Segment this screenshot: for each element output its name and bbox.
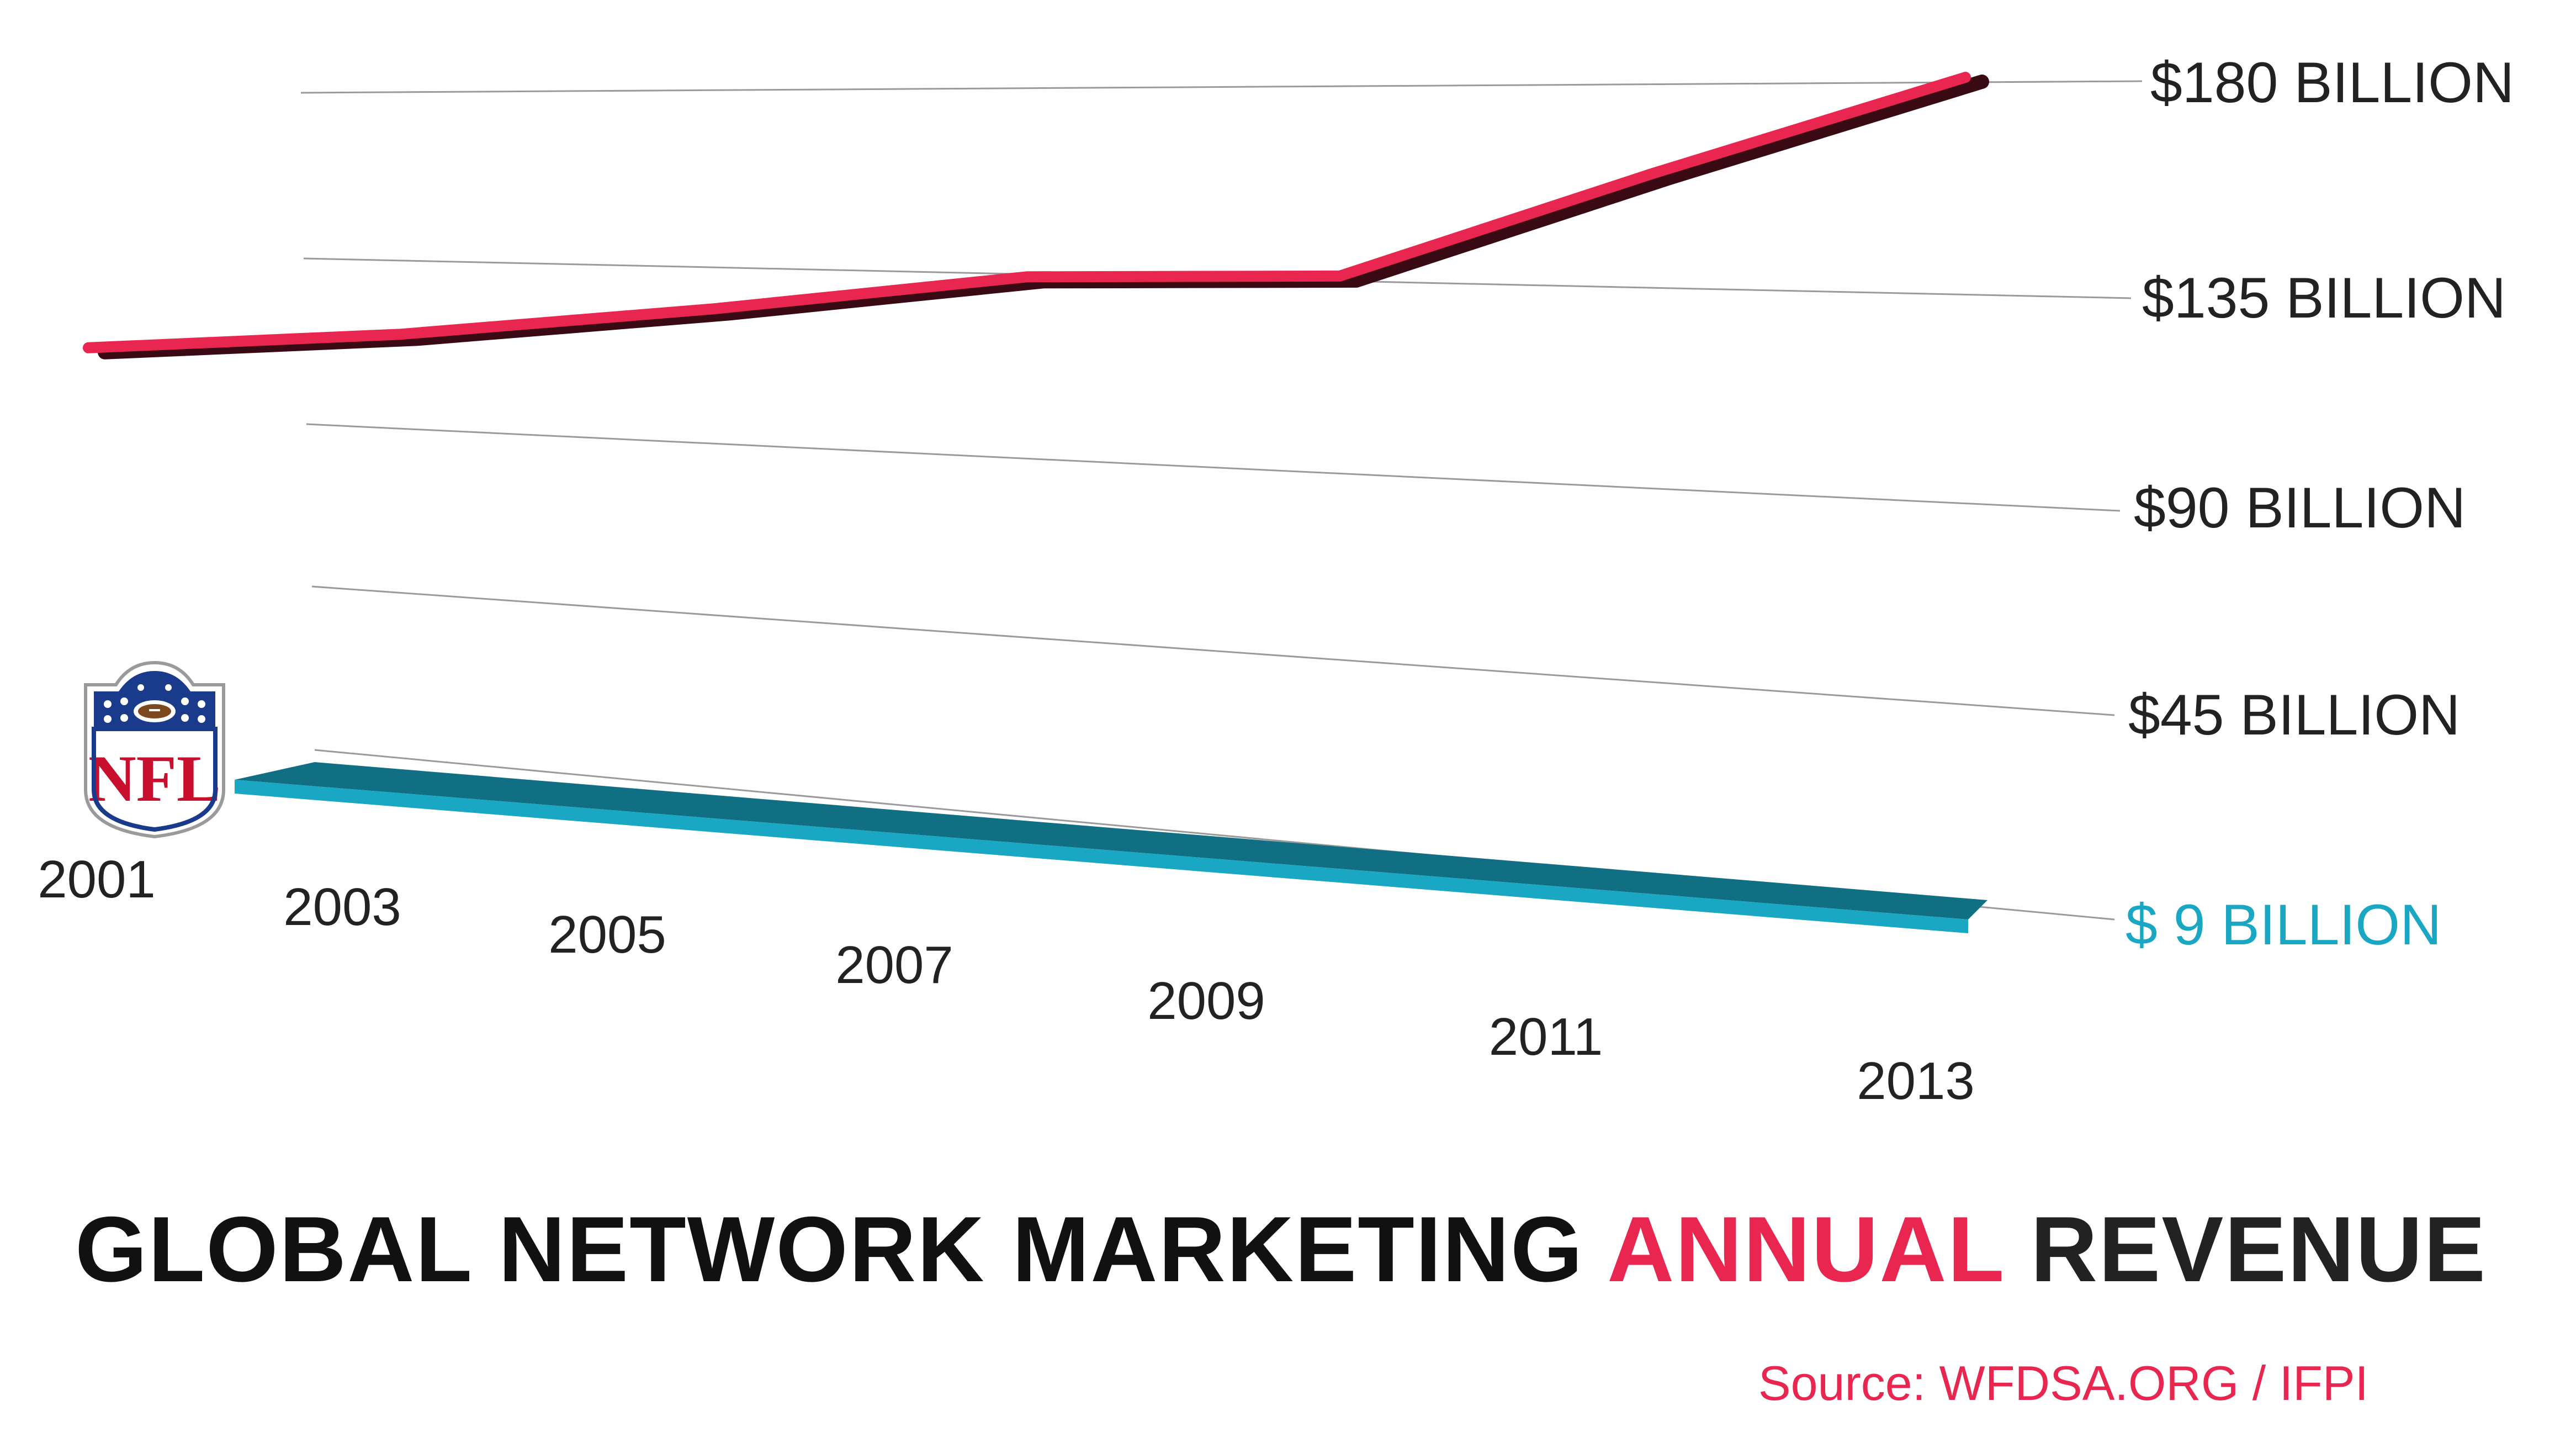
network-marketing-point [712,307,716,311]
title-part-3: REVENUE [2003,1197,2487,1301]
x-tick-label: 2009 [1147,971,1265,1030]
nfl-point [1964,924,1967,926]
x-tick-label: 2005 [548,905,666,964]
gridline-3 [311,585,2115,716]
gridline-0 [300,80,2143,94]
y-tick-label: $45 BILLION [2128,683,2460,747]
nfl-point [1676,900,1679,903]
network-marketing-point [399,332,403,336]
gridlines [300,80,2143,921]
x-tick-label: 2013 [1857,1051,1975,1111]
nfl-point [1388,877,1391,880]
network-marketing-point [87,346,90,350]
nfl-point [524,807,527,810]
nfl-ribbon-top [235,762,1987,919]
title-part-accent: ANNUAL [1607,1197,2003,1301]
nfl-point [236,784,238,786]
x-tick-label: 2007 [835,935,953,995]
nfl-series [235,762,1987,933]
network-marketing-shadow [98,75,1989,360]
network-marketing-point [1964,76,1967,79]
gridline-2 [306,423,2121,512]
x-tick-label: 2001 [38,850,156,909]
x-tick-label: 2003 [283,878,401,937]
x-tick-label: 2011 [1489,1007,1603,1066]
network-marketing-series [83,72,1989,360]
y-tick-label: $90 BILLION [2134,476,2466,540]
nfl-logo: NFL [84,660,225,839]
chart-title: GLOBAL NETWORK MARKETING ANNUAL REVENUE [75,1197,2487,1301]
nfl-ribbon-edge [235,780,1968,933]
network-marketing-line [83,72,1971,353]
source-note: Source: WFDSA.ORG / IFPI [1758,1356,2368,1410]
title-part-1: GLOBAL NETWORK MARKETING [75,1197,1607,1301]
network-marketing-point [1338,274,1342,278]
y-axis-tick-labels: $180 BILLION $135 BILLION $90 BILLION $45 B… [2126,51,2514,957]
network-marketing-point [1651,172,1655,176]
x-axis-tick-labels: 2001 2003 2005 2007 2009 2011 2013 [38,850,1975,1111]
nfl-point [812,831,815,833]
y-tick-label: $ 9 BILLION [2126,893,2441,957]
network-marketing-point [1025,275,1029,279]
svg-text:NFL: NFL [88,742,221,815]
y-tick-label: $135 BILLION [2142,266,2506,330]
nfl-point [1100,854,1103,857]
y-tick-label: $180 BILLION [2150,51,2514,115]
